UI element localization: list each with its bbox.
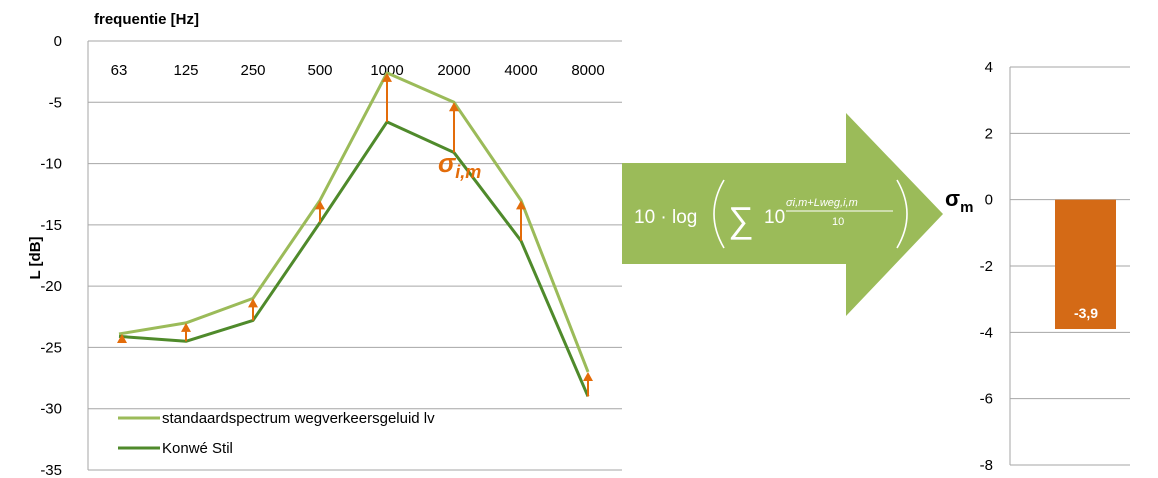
legend: standaardspectrum wegverkeersgeluid lv Ko… [118, 410, 435, 457]
arrow-head-icon [449, 102, 459, 112]
arrow-head-icon [583, 371, 593, 381]
legend-label: Konwé Stil [162, 440, 233, 457]
x-tick-label: 4000 [504, 62, 537, 79]
y-tick-label: -25 [40, 339, 62, 356]
y-tick-label: -10 [40, 156, 62, 173]
y-axis-title: L [dB] [27, 236, 44, 279]
arrow-head-icon [315, 200, 325, 210]
y-tick-label: -4 [980, 324, 993, 341]
exp-numerator: σi,m+Lweg,i,m [786, 197, 858, 209]
y-tick-label: 0 [54, 33, 62, 50]
bars: -3,9 [1055, 199, 1116, 330]
x-tick-label: 63 [111, 62, 128, 79]
x-tick-label: 500 [307, 62, 332, 79]
arrow-head-icon [516, 200, 526, 210]
y-tick-labels: 4 2 0 -2 -4 -6 -8 [980, 59, 993, 474]
x-tick-label: 2000 [437, 62, 470, 79]
sigma-label: σi,m [438, 148, 481, 182]
series-line-2 [118, 120, 590, 398]
gridlines [87, 40, 622, 471]
y-tick-labels: 0 -5 -10 -15 -20 -25 -30 -35 [40, 33, 62, 478]
series-line-1 [118, 71, 590, 373]
exp-denominator: 10 [832, 216, 844, 228]
y-tick-label: -20 [40, 278, 62, 295]
series-lines [118, 71, 590, 398]
x-tick-label: 8000 [571, 62, 604, 79]
y-tick-label: -15 [40, 217, 62, 234]
arrow-shape [622, 113, 943, 316]
deviation-arrows [117, 72, 593, 397]
y-tick-label: -2 [980, 258, 993, 275]
bar-chart: 4 2 0 -2 -4 -6 -8 -3,9 σm [945, 59, 1130, 474]
y-tick-label: -8 [980, 457, 993, 474]
left-paren-icon [713, 179, 725, 249]
bar [1055, 199, 1116, 330]
y-tick-label: -30 [40, 401, 62, 418]
formula-base: 10 [764, 207, 785, 228]
right-paren-icon [896, 179, 908, 249]
y-tick-label: 2 [985, 125, 993, 142]
y-tick-label: -35 [40, 462, 62, 478]
sum-symbol: ∑ [728, 199, 754, 240]
arrow-head-icon [382, 72, 392, 82]
y-tick-label: -6 [980, 391, 993, 408]
y-axis-title: σm [945, 186, 973, 216]
y-tick-label: 4 [985, 59, 993, 76]
legend-label: standaardspectrum wegverkeersgeluid lv [162, 410, 435, 427]
line-chart: 0 -5 -10 -15 -20 -25 -30 -35 63 125 250 500 1000 200… [27, 11, 622, 478]
x-axis-title: frequentie [Hz] [94, 11, 199, 28]
x-tick-label: 250 [240, 62, 265, 79]
x-tick-label: 125 [173, 62, 198, 79]
transform-arrow: 10 · log ∑ 10 σi,m+Lweg,i,m 10 [622, 113, 943, 316]
x-tick-label: 1000 [370, 62, 403, 79]
bar-value-label: -3,9 [1074, 305, 1098, 321]
formula: 10 · log ∑ 10 σi,m+Lweg,i,m 10 [634, 179, 908, 249]
formula-prefix: 10 · log [634, 207, 697, 228]
arrow-head-icon [248, 298, 258, 308]
y-tick-label: -5 [49, 94, 62, 111]
y-tick-label: 0 [985, 192, 993, 209]
arrow-head-icon [117, 333, 127, 343]
arrow-head-icon [181, 322, 191, 332]
x-tick-labels: 63 125 250 500 1000 2000 4000 8000 [111, 62, 605, 79]
